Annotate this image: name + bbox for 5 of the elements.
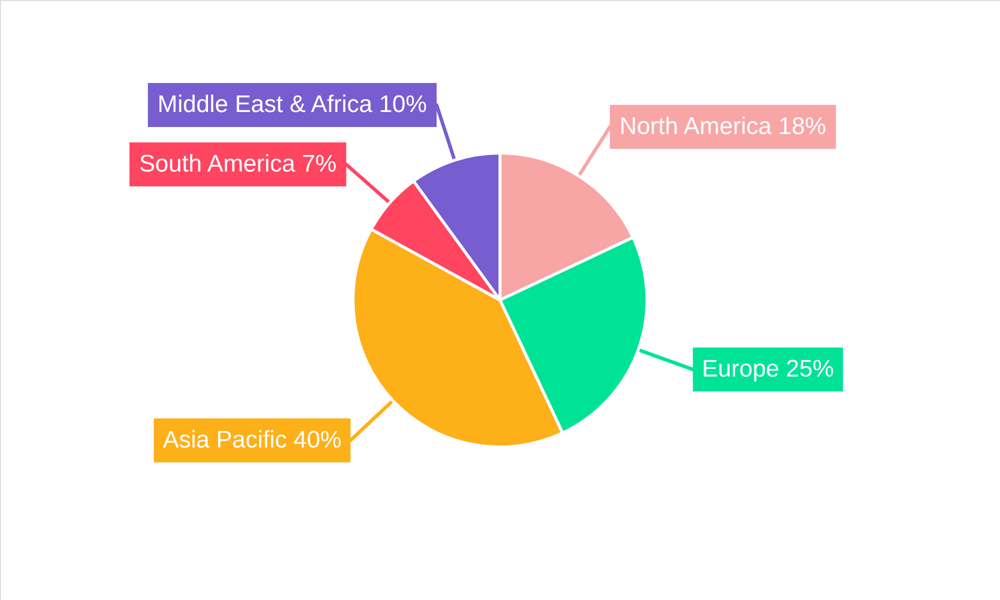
slice-label: Europe 25% [702, 355, 834, 382]
slice-label: South America 7% [139, 150, 337, 178]
slice-label: North America 18% [619, 112, 826, 140]
slice-label: Asia Pacific 40% [162, 426, 342, 454]
slice-label: Middle East & Africa 10% [158, 91, 427, 118]
